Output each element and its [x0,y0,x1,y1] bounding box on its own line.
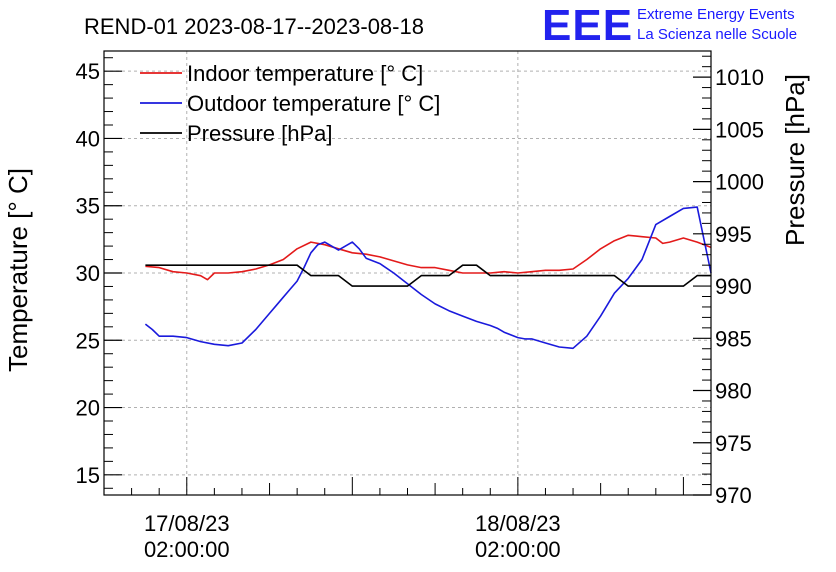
chart-title: REND-01 2023-08-17--2023-08-18 [84,14,424,39]
y-tick-label: 15 [76,463,100,488]
series-layer [144,206,712,350]
y2-tick-label: 975 [715,431,752,456]
x-tick-label-date: 18/08/23 [475,511,561,536]
series-line-2 [145,264,711,287]
tick-marks [103,55,712,496]
y2-tick-label: 980 [715,379,752,404]
y2-tick-label: 1000 [715,170,764,195]
y2-tick-label: 995 [715,222,752,247]
x-tick-label-time: 02:00:00 [144,537,230,562]
logo-line-2: La Scienza nelle Scuole [637,26,797,43]
y2-tick-label: 1010 [715,65,764,90]
y2-axis-label: Pressure [hPa] [780,74,810,246]
y-tick-label: 40 [76,126,100,151]
x-tick-label-date: 17/08/23 [144,511,230,536]
y2-tick-label: 1005 [715,117,764,142]
legend: Indoor temperature [° C] Outdoor temperat… [140,61,440,146]
y-tick-label: 35 [76,194,100,219]
x-tick-label-time: 02:00:00 [475,537,561,562]
y2-tick-label: 985 [715,326,752,351]
grid-lines [104,51,711,495]
y2-tick-label: 990 [715,274,752,299]
y2-tick-label: 970 [715,483,752,508]
y-tick-label: 45 [76,59,100,84]
y-tick-label: 30 [76,261,100,286]
y-tick-label: 20 [76,396,100,421]
tick-labels: 15 20 25 30 35 40 45 970 975 980 985 990 995 1000 1005… [76,59,764,562]
y-tick-label: 25 [76,328,100,353]
y-axis-label: Temperature [° C] [3,168,33,372]
legend-label-1: Outdoor temperature [° C] [187,91,440,116]
series-line-0 [145,234,712,281]
eee-logo: EEE Extreme Energy Events La Scienza nel… [542,1,797,50]
logo-line-1: Extreme Energy Events [637,6,795,23]
legend-label-2: Pressure [hPa] [187,121,333,146]
logo-mark: EEE [542,1,633,50]
series-line-1 [144,206,712,350]
legend-label-0: Indoor temperature [° C] [187,61,423,86]
